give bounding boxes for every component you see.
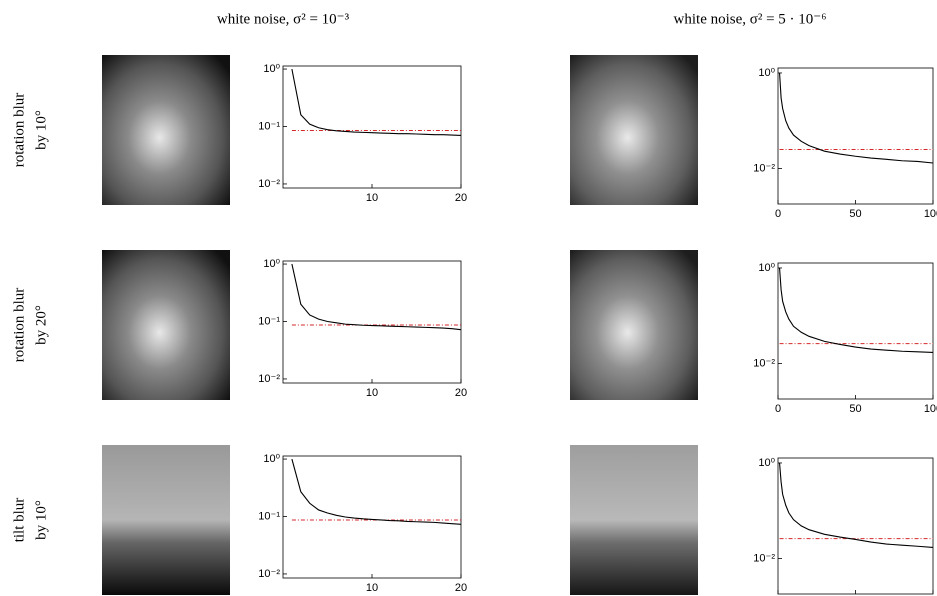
y-tick-label: 10⁻¹ (258, 315, 280, 327)
row-label: tilt blur (11, 498, 27, 543)
y-tick-label: 10⁰ (758, 457, 775, 469)
y-tick-label: 10⁻¹ (258, 120, 280, 132)
curve (291, 68, 462, 136)
y-tick-label: 10⁻² (753, 162, 775, 174)
y-tick-label: 10⁰ (263, 258, 280, 270)
curve (779, 267, 934, 353)
curve (779, 462, 934, 548)
column-title: white noise, σ² = 5 · 10⁻⁶ (674, 11, 827, 27)
y-tick-label: 10⁻² (258, 373, 280, 385)
y-tick-label: 10⁻² (258, 178, 280, 190)
x-tick-label: 10 (366, 387, 378, 399)
y-tick-label: 10⁻² (753, 357, 775, 369)
row-label: by 20° (33, 305, 49, 345)
x-tick-label: 10 (366, 582, 378, 594)
image (102, 250, 230, 400)
x-tick-label: 100 (924, 208, 937, 220)
row-label: rotation blur (11, 288, 27, 363)
curve (779, 72, 934, 164)
image (570, 250, 698, 400)
x-tick-label: 50 (849, 403, 861, 415)
plot-area (282, 65, 462, 189)
curve (291, 458, 462, 525)
plot-area (282, 455, 462, 579)
x-tick-label: 20 (455, 387, 467, 399)
x-tick-label: 10 (366, 192, 378, 204)
row-label: rotation blur (11, 93, 27, 168)
image (102, 445, 230, 595)
image (570, 55, 698, 205)
y-tick-label: 10⁻² (753, 552, 775, 564)
row-label: by 10° (33, 110, 49, 150)
image (102, 55, 230, 205)
plot-area (777, 67, 934, 205)
x-tick-label: 0 (775, 403, 781, 415)
x-tick-label: 100 (924, 403, 937, 415)
y-tick-label: 10⁻¹ (258, 510, 280, 522)
image (570, 445, 698, 595)
x-tick-label: 20 (455, 582, 467, 594)
plot-area (777, 262, 934, 400)
y-tick-label: 10⁰ (263, 63, 280, 75)
y-tick-label: 10⁰ (263, 453, 280, 465)
row-label: by 10° (33, 500, 49, 540)
y-tick-label: 10⁻² (258, 568, 280, 580)
y-tick-label: 10⁰ (758, 262, 775, 274)
plot-area (282, 260, 462, 384)
x-tick-label: 0 (775, 208, 781, 220)
column-title: white noise, σ² = 10⁻³ (217, 11, 350, 27)
curve (291, 263, 462, 331)
y-tick-label: 10⁰ (758, 67, 775, 79)
x-tick-label: 20 (455, 192, 467, 204)
x-tick-label: 50 (849, 208, 861, 220)
